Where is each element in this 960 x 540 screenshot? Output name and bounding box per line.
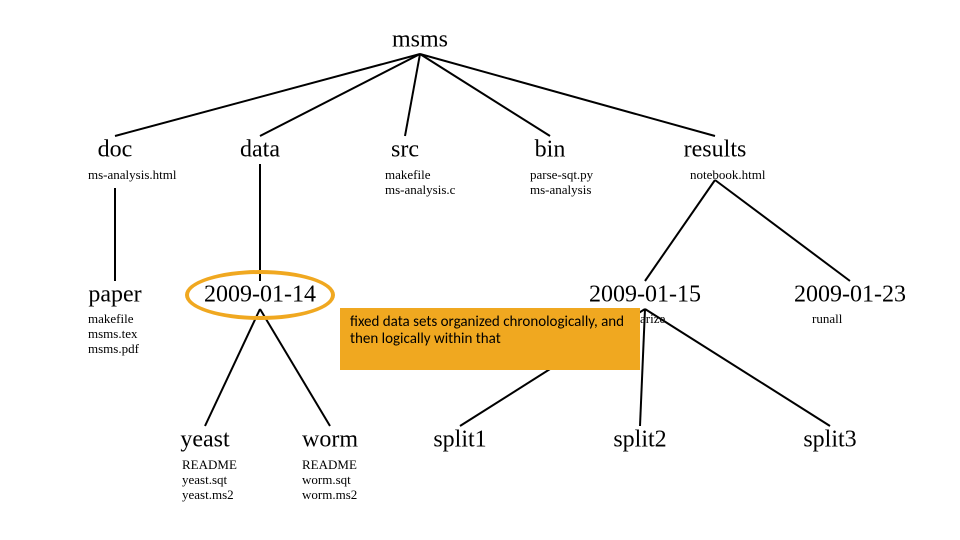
file-list-line: yeast.sqt <box>182 473 237 488</box>
tree-edge <box>715 180 850 281</box>
annotation-text: fixed data sets organized chronologicall… <box>350 313 624 348</box>
node-src: src <box>391 137 419 164</box>
file-list-line: worm.ms2 <box>302 488 357 503</box>
tree-edges <box>0 0 960 540</box>
annotation-callout: fixed data sets organized chronologicall… <box>340 308 640 370</box>
node-yeast: yeast <box>180 427 229 454</box>
node-doc: doc <box>98 137 133 164</box>
node-split1: split1 <box>433 427 486 454</box>
node-split3: split3 <box>803 427 856 454</box>
node-root: msms <box>392 27 448 54</box>
file-list-line: yeast.ms2 <box>182 488 237 503</box>
file-list-worm: READMEworm.sqtworm.ms2 <box>302 458 357 503</box>
file-list-src: makefilems-analysis.c <box>385 168 455 198</box>
file-list-line: makefile <box>88 312 139 327</box>
file-list-line: ms-analysis <box>530 183 593 198</box>
file-list-line: runall <box>812 312 842 327</box>
tree-edge <box>260 309 330 426</box>
file-list-line: README <box>302 458 357 473</box>
file-list-yeast: READMEyeast.sqtyeast.ms2 <box>182 458 237 503</box>
node-r_date1: 2009-01-15 <box>589 282 701 309</box>
file-list-line: makefile <box>385 168 455 183</box>
node-bin: bin <box>535 137 566 164</box>
file-list-line: worm.sqt <box>302 473 357 488</box>
node-paper: paper <box>88 282 141 309</box>
tree-edge <box>115 54 420 136</box>
file-list-doc: ms-analysis.html <box>88 168 176 183</box>
node-split2: split2 <box>613 427 666 454</box>
file-list-line: ms-analysis.c <box>385 183 455 198</box>
file-list-r_date1_obscured: arize <box>640 312 665 327</box>
file-list-line: README <box>182 458 237 473</box>
tree-edge <box>205 309 260 426</box>
file-list-line: msms.tex <box>88 327 139 342</box>
node-data: data <box>240 137 280 164</box>
file-list-line: notebook.html <box>690 168 765 183</box>
date-highlight-ellipse <box>185 270 335 320</box>
node-r_date2: 2009-01-23 <box>794 282 906 309</box>
file-list-line: msms.pdf <box>88 342 139 357</box>
node-results: results <box>684 137 747 164</box>
file-list-line: arize <box>640 312 665 327</box>
tree-edge <box>420 54 550 136</box>
node-worm: worm <box>302 427 358 454</box>
tree-edge <box>260 54 420 136</box>
file-list-results: notebook.html <box>690 168 765 183</box>
file-list-r_date2: runall <box>812 312 842 327</box>
file-list-line: ms-analysis.html <box>88 168 176 183</box>
tree-edge <box>405 54 420 136</box>
file-list-bin: parse-sqt.pyms-analysis <box>530 168 593 198</box>
file-list-paper: makefilemsms.texmsms.pdf <box>88 312 139 357</box>
tree-edge <box>420 54 715 136</box>
tree-edge <box>645 180 715 281</box>
tree-edge <box>645 309 830 426</box>
file-list-line: parse-sqt.py <box>530 168 593 183</box>
